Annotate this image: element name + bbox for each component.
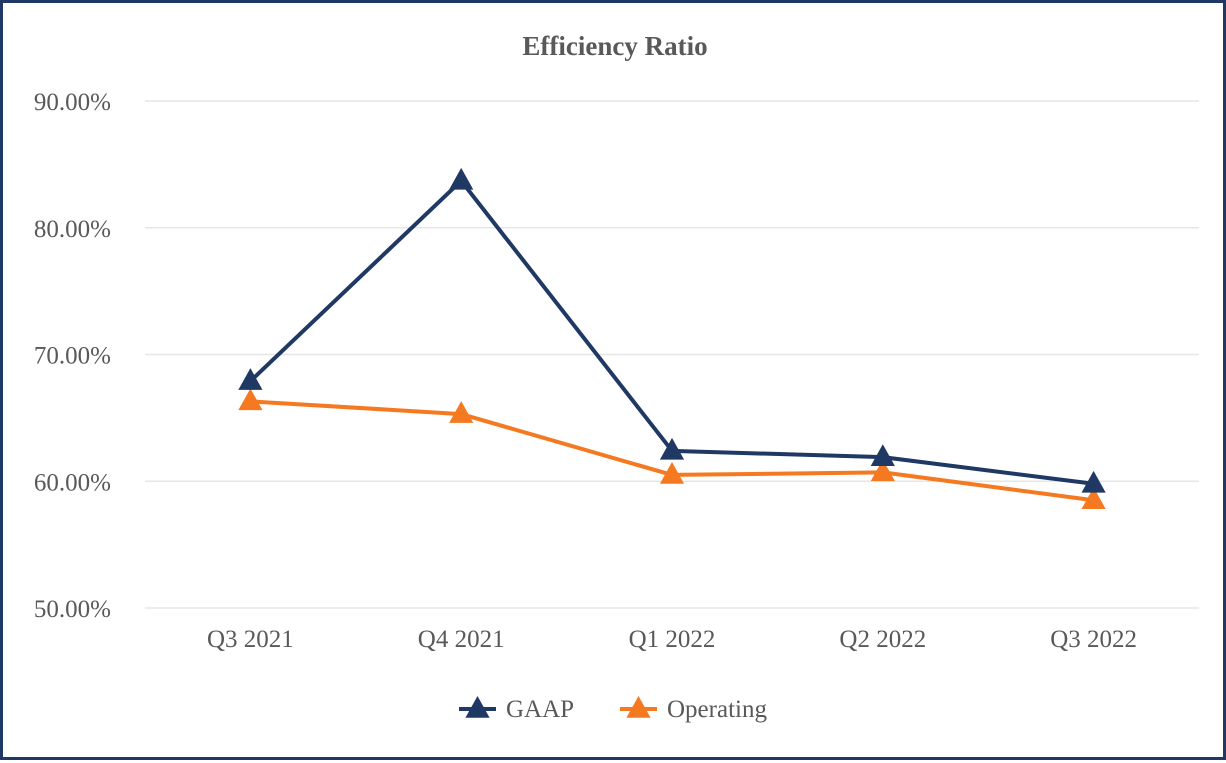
x-tick-label: Q2 2022 [839, 626, 926, 653]
chart-title: Efficiency Ratio [522, 31, 707, 61]
series-layer [238, 167, 1106, 510]
legend-label-operating: Operating [667, 696, 767, 723]
data-point-gaap [870, 444, 895, 466]
x-tick-label: Q3 2021 [207, 626, 294, 653]
legend-label-gaap: GAAP [506, 696, 574, 723]
y-tick-label: 90.00% [34, 89, 111, 116]
data-point-operating [1081, 487, 1106, 510]
y-tick-label: 50.00% [34, 596, 111, 623]
data-point-gaap [238, 368, 263, 390]
data-point-operating [449, 401, 474, 423]
legend-item-gaap: GAAP [459, 696, 574, 723]
y-tick-label: 60.00% [34, 469, 111, 496]
legend: GAAP Operating [459, 696, 767, 723]
legend-item-operating: Operating [620, 696, 767, 723]
data-point-gaap [1081, 470, 1106, 493]
gridlines [145, 100, 1199, 609]
legend-marker-gaap [465, 696, 490, 718]
data-point-gaap [449, 167, 474, 190]
x-tick-label: Q4 2021 [418, 626, 505, 653]
legend-marker-operating [626, 696, 651, 718]
y-tick-label: 80.00% [34, 216, 111, 243]
x-tick-label: Q3 2022 [1050, 626, 1137, 653]
series-operating [238, 388, 1106, 510]
data-point-operating [659, 461, 685, 484]
data-point-operating [870, 459, 895, 482]
y-axis-ticks: 50.00% 60.00% 70.00% 80.00% 90.00% [34, 89, 111, 623]
y-tick-label: 70.00% [34, 343, 111, 370]
data-point-operating [238, 388, 263, 411]
x-tick-label: Q1 2022 [629, 626, 716, 653]
data-point-gaap [659, 437, 685, 460]
x-axis-ticks: Q3 2021 Q4 2021 Q1 2022 Q2 2022 Q3 2022 [207, 626, 1137, 653]
chart-svg: Efficiency Ratio 50.00% 60.00% 70.00% 80.00… [34, 31, 1199, 723]
series-gaap [238, 167, 1106, 493]
